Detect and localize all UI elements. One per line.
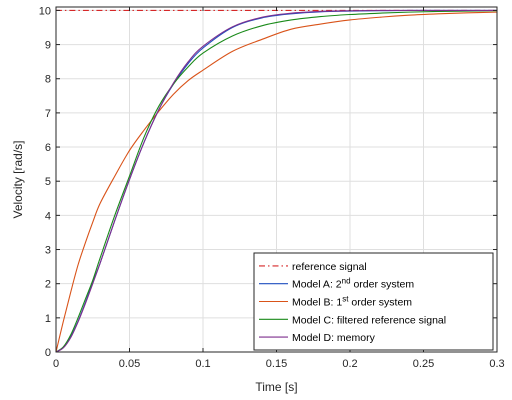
y-tick-label: 9 [45,40,51,52]
x-tick-label: 0.05 [119,358,140,370]
y-tick-label: 10 [39,5,51,17]
y-tick-label: 3 [45,245,51,257]
x-tick-label: 0.25 [413,358,434,370]
x-tick-label: 0.2 [342,358,357,370]
legend-label-4: Model D: memory [292,332,376,344]
legend: reference signal Model A: 2nd order syste… [253,252,494,351]
tick-labels: 0 0.05 0.1 0.15 0.2 0.25 0.3 0 1 2 3 4 5 6 7 8 9 10 [39,5,505,370]
y-tick-label: 0 [45,347,51,359]
series-line-2 [55,11,498,353]
y-axis-label: Velocity [rad/s] [11,140,25,218]
series-layer [55,9,498,353]
x-tick-label: 0.3 [489,358,504,370]
x-axis-label: Time [s] [255,380,297,394]
x-tick-label: 0.1 [195,358,210,370]
y-tick-label: 1 [45,313,51,325]
y-tick-label: 8 [45,74,51,86]
y-tick-label: 2 [45,279,51,291]
series-line-3 [55,10,498,353]
x-tick-label: 0.15 [266,358,287,370]
y-tick-label: 5 [45,176,51,188]
y-tick-label: 6 [45,142,51,154]
y-tick-label: 4 [45,210,51,222]
y-tick-label: 7 [45,108,51,120]
ticks [55,7,498,353]
series-line-4 [55,9,497,353]
legend-box [253,252,494,351]
legend-label-2: Model B: 1st order system [292,295,412,309]
legend-label-3: Model C: filtered reference signal [292,314,446,326]
legend-label-0: reference signal [292,261,367,273]
x-tick-label: 0 [53,358,59,370]
legend-label-1: Model A: 2nd order system [292,277,414,291]
